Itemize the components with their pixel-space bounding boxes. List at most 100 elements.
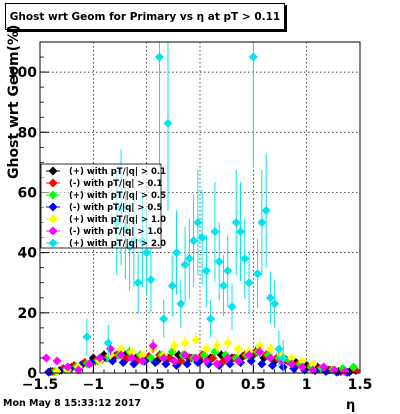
data-point xyxy=(265,344,275,354)
data-point xyxy=(201,266,211,276)
legend-marker xyxy=(48,202,58,212)
y-tick-label: 20 xyxy=(18,306,38,322)
data-point xyxy=(116,350,126,360)
data-point xyxy=(127,347,137,357)
x-tick-label: 1 xyxy=(302,377,312,393)
data-point xyxy=(233,344,243,354)
data-point xyxy=(193,218,203,228)
data-point xyxy=(169,341,179,351)
legend-marker xyxy=(48,214,58,224)
data-point xyxy=(82,332,92,342)
data-point xyxy=(142,248,152,258)
data-point xyxy=(52,356,62,366)
x-tick-label: −1 xyxy=(83,377,104,393)
data-point xyxy=(270,299,280,309)
legend-marker xyxy=(48,238,58,248)
data-point xyxy=(150,357,160,367)
data-point xyxy=(297,356,307,366)
legend-label: (-) with pT/|q| > 0.1 xyxy=(69,179,163,189)
data-point xyxy=(231,218,241,228)
data-point xyxy=(287,359,297,369)
chart-title: Ghost wrt Geom for Primary vs η at pT > … xyxy=(5,3,285,30)
data-point xyxy=(265,353,275,363)
data-point xyxy=(223,338,233,348)
legend-label: (+) with pT/|q| > 0.5 xyxy=(69,191,166,201)
legend-marker xyxy=(48,226,58,236)
data-point xyxy=(297,362,307,372)
data-point xyxy=(278,353,288,363)
data-point xyxy=(73,365,83,375)
data-point xyxy=(253,269,263,279)
data-point xyxy=(257,218,267,228)
data-point xyxy=(197,233,207,243)
data-point xyxy=(148,341,158,351)
data-point xyxy=(159,314,169,324)
data-point xyxy=(41,353,51,363)
data-point xyxy=(206,314,216,324)
data-point xyxy=(349,362,359,372)
data-point xyxy=(191,335,201,345)
x-axis-label: η xyxy=(346,398,356,413)
data-point xyxy=(255,347,265,357)
data-point xyxy=(218,281,228,291)
data-point xyxy=(308,359,318,369)
data-point xyxy=(167,281,177,291)
legend-marker xyxy=(48,178,58,188)
data-point xyxy=(103,338,113,348)
series-5 xyxy=(41,339,350,376)
data-point xyxy=(52,366,62,376)
data-point xyxy=(261,206,271,216)
data-point xyxy=(176,299,186,309)
legend-label: (-) with pT/|q| > 0.5 xyxy=(69,203,163,213)
x-tick-label: 0 xyxy=(195,377,205,393)
data-point xyxy=(257,359,267,369)
x-tick-label: −1.5 xyxy=(22,377,59,393)
y-tick-label: 100 xyxy=(8,65,37,81)
data-point xyxy=(274,344,284,354)
data-point xyxy=(287,353,297,363)
data-point xyxy=(116,344,126,354)
footer-timestamp: Mon May 8 15:33:12 2017 xyxy=(3,398,142,409)
data-point xyxy=(84,359,94,369)
data-point xyxy=(223,266,233,276)
data-point xyxy=(236,227,246,237)
data-point xyxy=(154,52,164,62)
x-tick-label: 0.5 xyxy=(241,377,266,393)
data-point xyxy=(191,353,201,363)
data-point xyxy=(244,278,254,288)
data-point xyxy=(210,227,220,237)
data-point xyxy=(137,350,147,360)
data-point xyxy=(63,362,73,372)
data-point xyxy=(146,275,156,285)
y-axis-label: Ghost wrt Geom(%) xyxy=(6,24,22,179)
legend-box xyxy=(40,163,162,249)
data-point xyxy=(214,257,224,267)
data-point xyxy=(189,236,199,246)
data-point xyxy=(169,356,179,366)
data-point xyxy=(227,302,237,312)
data-point xyxy=(95,353,105,363)
data-point xyxy=(180,260,190,270)
data-point xyxy=(118,357,128,367)
data-point xyxy=(255,341,265,351)
legend-label: (+) with pT/|q| > 2.0 xyxy=(69,239,166,249)
data-point xyxy=(233,356,243,366)
data-point xyxy=(329,365,339,375)
data-point xyxy=(212,359,222,369)
data-point xyxy=(201,344,211,354)
y-tick-label: 0 xyxy=(27,366,37,382)
legend-label: (+) with pT/|q| > 0.1 xyxy=(69,167,166,177)
legend-marker xyxy=(48,190,58,200)
x-tick-label: 1.5 xyxy=(348,377,373,393)
data-point xyxy=(137,356,147,366)
data-point xyxy=(240,254,250,264)
data-point xyxy=(244,350,254,360)
y-tick-label: 60 xyxy=(18,185,38,201)
data-point xyxy=(248,52,258,62)
data-point xyxy=(212,341,222,351)
legend-marker xyxy=(48,166,58,176)
x-tick-label: −0.5 xyxy=(128,377,165,393)
data-point xyxy=(308,365,318,375)
data-point xyxy=(133,278,143,288)
